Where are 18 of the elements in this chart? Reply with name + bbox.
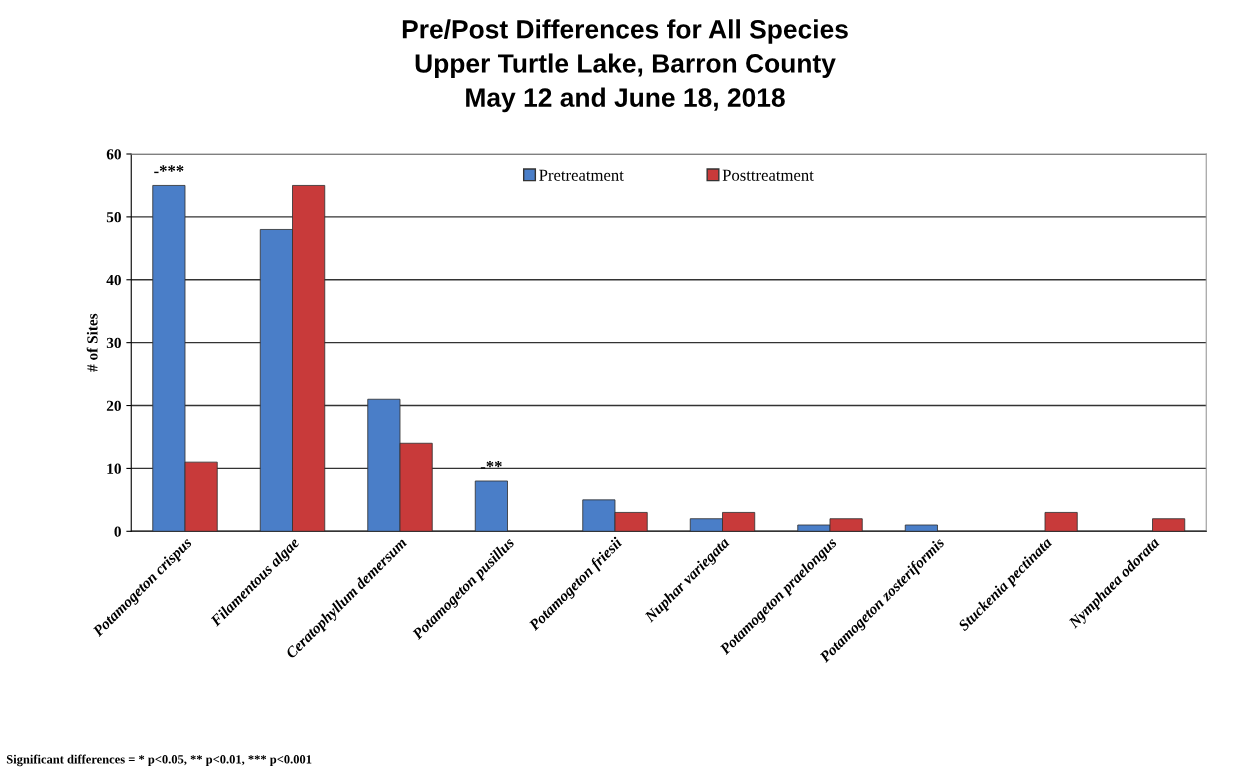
y-tick-label: 20 bbox=[106, 400, 121, 411]
text: Significant differences = * p<0.05, ** p<0.01, *** p<0.001 bbox=[6, 754, 312, 767]
y-tick-label: 10 bbox=[107, 463, 121, 474]
bar bbox=[1044, 512, 1078, 532]
y-tick-label: 50 bbox=[106, 212, 121, 223]
chart-title: Pre/Post Differences for All Species Upper Turtle Lake, Barron County May 12 and June 18, 2018 bbox=[402, 19, 848, 113]
legend-label: Posttreatment bbox=[722, 169, 814, 181]
y-axis-title: # of Sites bbox=[86, 313, 98, 372]
y-tick-label: 30 bbox=[106, 337, 121, 349]
y-tick-label: 40 bbox=[106, 274, 121, 286]
y-tick-label: 0 bbox=[114, 526, 121, 537]
legend-label: Pretreatment bbox=[539, 169, 624, 181]
annotation: -*** bbox=[154, 165, 184, 174]
bar bbox=[1152, 518, 1186, 532]
bar bbox=[474, 480, 508, 532]
bar bbox=[904, 524, 938, 532]
annotation: -** bbox=[480, 460, 502, 469]
y-tick-label: 60 bbox=[106, 149, 121, 160]
